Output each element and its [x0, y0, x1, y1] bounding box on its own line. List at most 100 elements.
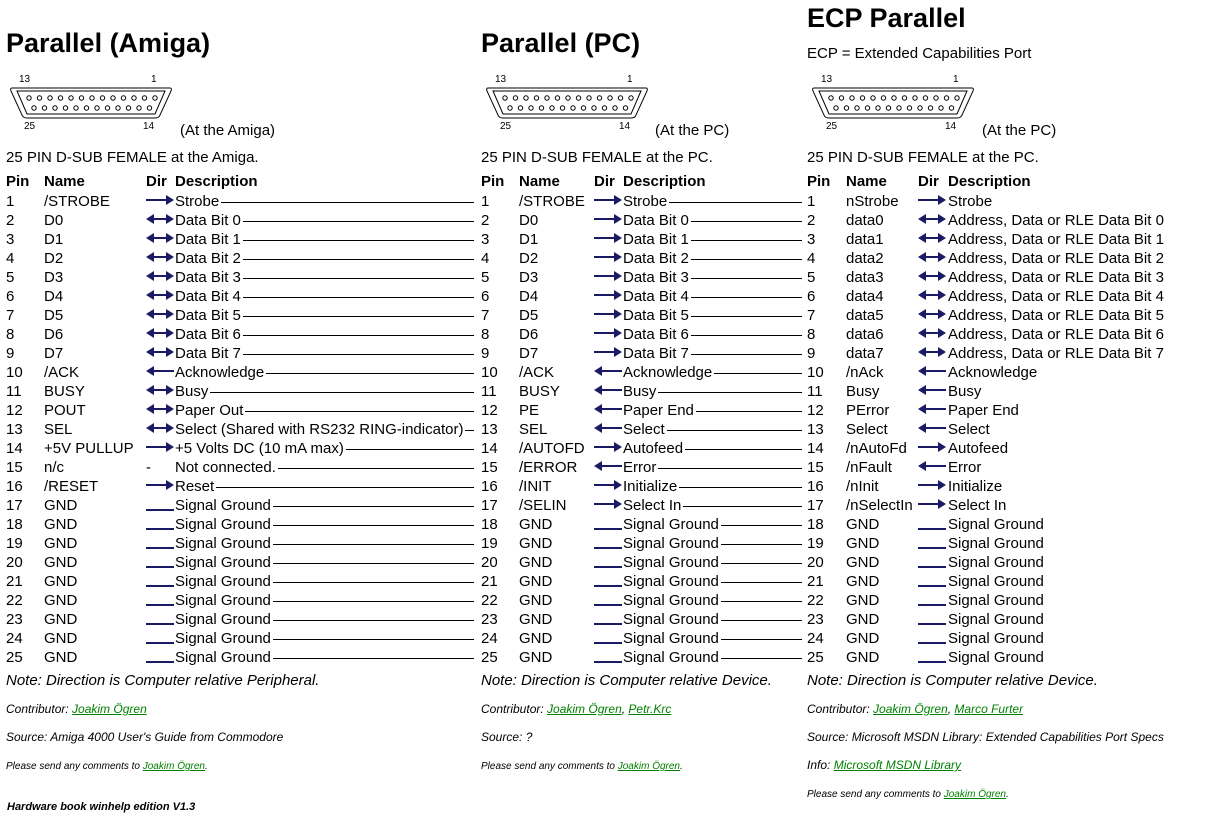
pin-hole	[917, 105, 923, 111]
leader-line	[183, 658, 474, 659]
signal-description: Busy	[175, 382, 211, 401]
contributor-label: Contributor:	[807, 702, 870, 716]
arrow-both-icon	[918, 309, 946, 319]
pin-hole	[538, 105, 545, 111]
info-link[interactable]: Microsoft MSDN Library	[833, 758, 962, 772]
pin-hole	[502, 95, 508, 101]
signal-name: /INIT	[519, 478, 552, 495]
conn-label-1: 1	[151, 74, 157, 85]
pin-number: 9	[481, 345, 490, 362]
pin-hole	[927, 105, 934, 111]
arrow-left-icon	[594, 385, 622, 395]
db25-connector: 13 1 25 14	[812, 74, 977, 134]
pin-number: 16	[481, 478, 498, 495]
signal-name: D0	[519, 212, 539, 229]
pin-hole	[617, 95, 624, 101]
signal-description: Acknowledge	[623, 363, 715, 382]
leader-line	[183, 468, 474, 469]
pin-hole	[912, 95, 918, 101]
arrow-right-icon	[594, 290, 622, 300]
pin-number: 12	[481, 402, 498, 419]
leader-line	[631, 278, 802, 279]
comments-link[interactable]: Joakim Ögren	[943, 789, 1006, 800]
signal-name: GND	[44, 497, 78, 514]
ground-line-icon	[146, 547, 174, 549]
signal-description: Signal Ground	[175, 496, 273, 515]
arrow-both-icon	[146, 328, 174, 338]
pin-hole	[115, 105, 121, 111]
signal-name: D1	[519, 231, 539, 248]
arrow-left-icon	[918, 423, 946, 433]
arrow-left-icon	[146, 366, 174, 376]
arrow-left-icon	[594, 423, 622, 433]
arrow-left-icon	[918, 366, 946, 376]
arrow-both-icon	[146, 233, 174, 243]
signal-name: data7	[846, 345, 884, 362]
signal-name: data6	[846, 326, 884, 343]
pin-hole	[523, 95, 529, 101]
contributor-link[interactable]: Joakim Ögren	[72, 702, 147, 716]
pin-number: 15	[807, 459, 824, 476]
signal-description: Data Bit 5	[623, 306, 691, 325]
ground-line-icon	[918, 642, 946, 644]
ground-line-icon	[594, 566, 622, 568]
signal-description: Signal Ground	[948, 553, 1046, 572]
contributor-link[interactable]: Joakim Ögren	[873, 702, 948, 716]
contributor-link[interactable]: Marco Furter	[954, 702, 1024, 716]
pin-number: 25	[481, 649, 498, 666]
arrow-left-icon	[594, 461, 622, 471]
pin-number: 11	[481, 383, 497, 400]
signal-name: SEL	[519, 421, 548, 438]
pin-hole	[854, 105, 860, 111]
comments-line: Please send any comments to Joakim Ögren…	[481, 761, 683, 772]
signal-name: Busy	[846, 383, 880, 400]
signal-name: data5	[846, 307, 884, 324]
direction-note: Note: Direction is Computer relative Dev…	[807, 672, 1098, 689]
comments-link[interactable]: Joakim Ögren	[617, 761, 680, 772]
pin-hole	[533, 95, 540, 101]
pin-number: 10	[807, 364, 824, 381]
ground-line-icon	[146, 509, 174, 511]
signal-name: /ACK	[519, 364, 555, 381]
arrow-both-icon	[146, 214, 174, 224]
signal-name: D0	[44, 212, 64, 229]
arrow-right-icon	[594, 499, 622, 509]
conn-label-25: 25	[24, 121, 36, 132]
signal-description: Paper End	[948, 401, 1021, 420]
pin-hole	[896, 105, 902, 111]
db25-connector: 13 1 25 14	[486, 74, 651, 134]
leader-line	[631, 487, 802, 488]
signal-description: Not connected.	[175, 458, 278, 477]
signal-description: Signal Ground	[623, 515, 721, 534]
signal-description: Signal Ground	[623, 648, 721, 667]
leader-line	[631, 297, 802, 298]
contributor-link[interactable]: Petr.Krc	[628, 702, 672, 716]
pin-number: 7	[807, 307, 816, 324]
contributor-link[interactable]: Joakim Ögren	[547, 702, 622, 716]
signal-description: +5 Volts DC (10 mA max)	[175, 439, 346, 458]
comments-text: Please send any comments to	[6, 761, 140, 772]
pin-number: 21	[807, 573, 824, 590]
col-header-desc: Description	[948, 173, 1031, 190]
pin-number: 1	[481, 193, 490, 210]
pin-hole	[859, 95, 866, 101]
arrow-right-icon	[918, 480, 946, 490]
arrow-both-icon	[146, 404, 174, 414]
pin-hole	[47, 95, 53, 101]
pin-number: 9	[807, 345, 816, 362]
ground-line-icon	[146, 623, 174, 625]
direction-note: Note: Direction is Computer relative Dev…	[481, 672, 772, 689]
comments-link[interactable]: Joakim Ögren	[142, 761, 205, 772]
leader-line	[183, 373, 474, 374]
pin-hole	[864, 105, 871, 111]
signal-description: Signal Ground	[623, 572, 721, 591]
pin-number: 24	[807, 630, 824, 647]
arrow-both-icon	[918, 328, 946, 338]
ground-line-icon	[594, 528, 622, 530]
pin-number: 4	[481, 250, 490, 267]
contributor-line: Contributor: Joakim Ögren	[6, 702, 147, 716]
signal-description: Signal Ground	[948, 515, 1046, 534]
leader-line	[183, 297, 474, 298]
pin-number: 18	[6, 516, 23, 533]
section-title: Parallel (PC)	[481, 28, 641, 58]
